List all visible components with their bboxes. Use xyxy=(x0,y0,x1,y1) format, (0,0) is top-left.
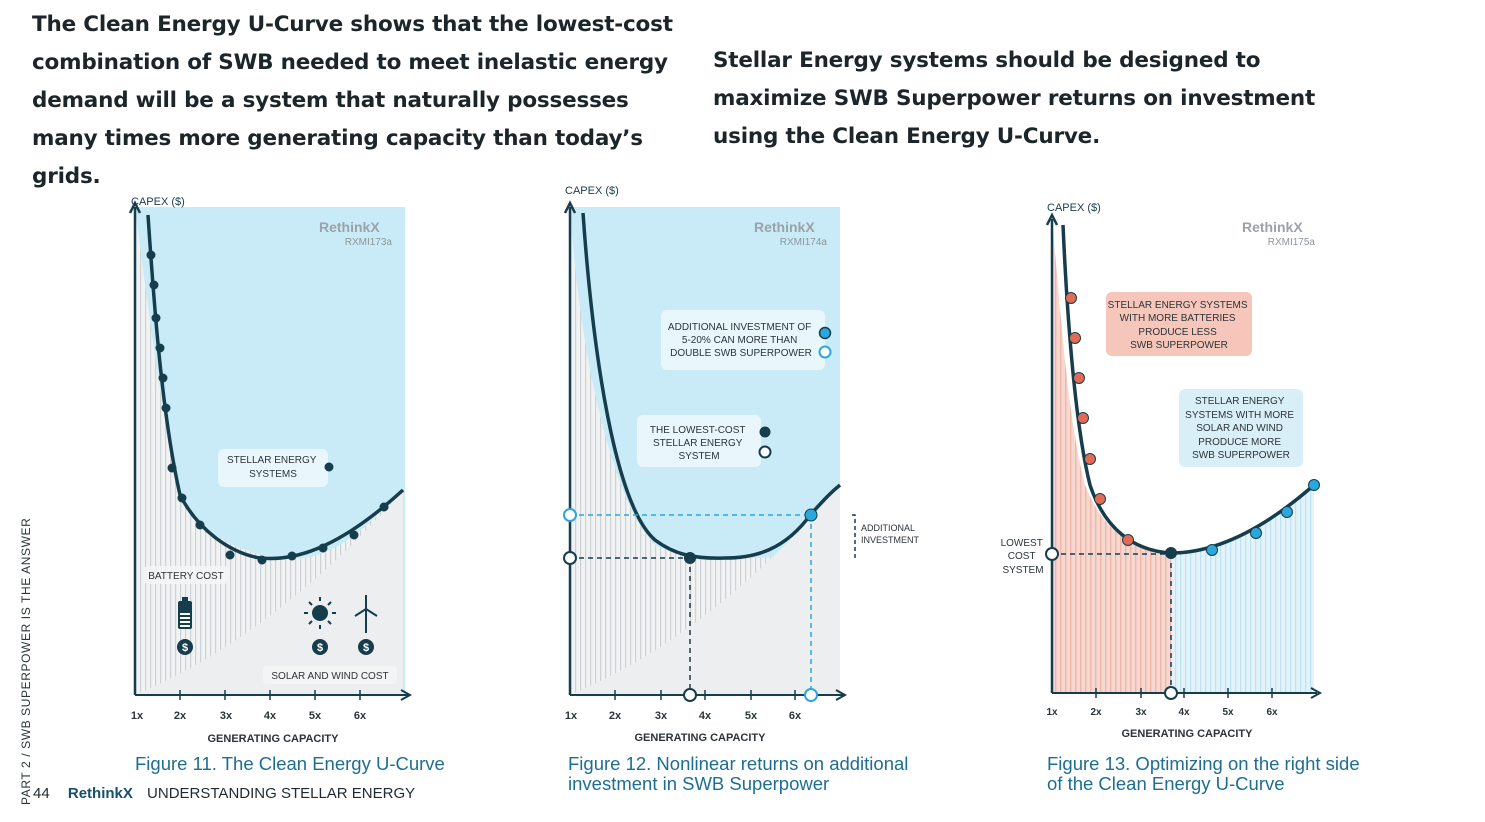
solar-side-area xyxy=(1171,485,1314,693)
figure-13-chart: CAPEX ($) RethinkX RXMI175a STELLAR ENER… xyxy=(1001,202,1323,740)
tick-label: 4x xyxy=(1178,707,1190,718)
tick-label: 4x xyxy=(264,710,277,722)
intro-paragraph-left: The Clean Energy U-Curve shows that the … xyxy=(32,12,673,189)
battery-points xyxy=(1065,292,1134,546)
tick-label: 3x xyxy=(1135,707,1147,718)
battery-icon xyxy=(178,597,192,629)
curve-points xyxy=(146,250,389,565)
bracket xyxy=(852,514,856,559)
x-axis-label: GENERATING CAPACITY xyxy=(1122,728,1254,740)
rethinkx-watermark: RethinkX xyxy=(319,219,380,235)
svg-text:$: $ xyxy=(363,642,369,654)
footer-section: UNDERSTANDING STELLAR ENERGY xyxy=(147,785,416,802)
tick-label: 6x xyxy=(1266,707,1278,718)
lowest-cost-system-label: LOWEST COST SYSTEM xyxy=(1001,538,1046,576)
footer: 44 RethinkX UNDERSTANDING STELLAR ENERGY xyxy=(33,785,415,802)
intro-paragraph-right: Stellar Energy systems should be designe… xyxy=(713,48,1316,149)
solar-points xyxy=(1206,479,1320,556)
y-axis-label: CAPEX ($) xyxy=(1047,202,1101,214)
tick-label: 6x xyxy=(789,710,802,722)
sun-icon xyxy=(304,597,336,629)
figure-11-caption: Figure 11. The Clean Energy U-Curve xyxy=(135,753,445,774)
lowest-cost-label: THE LOWEST-COST STELLAR ENERGY SYSTEM xyxy=(650,425,748,462)
chart-code: RXMI173a xyxy=(345,237,393,248)
tick-label: 3x xyxy=(655,710,668,722)
footer-brand: RethinkX xyxy=(67,785,133,802)
x-axis-ticks: 1x 2x 3x 4x 5x 6x xyxy=(1046,707,1278,718)
tick-label: 1x xyxy=(1046,707,1058,718)
stellar-label: STELLAR ENERGY SYSTEMS xyxy=(227,455,319,480)
y-axis-label: CAPEX ($) xyxy=(131,196,185,208)
solar-wind-cost-label: SOLAR AND WIND COST xyxy=(271,671,388,682)
battery-side-area xyxy=(1052,219,1171,693)
tick-label: 2x xyxy=(609,710,622,722)
tick-label: 5x xyxy=(1222,707,1234,718)
lowest-cost-point xyxy=(1165,547,1177,559)
rethinkx-watermark: RethinkX xyxy=(1242,219,1303,235)
figure-13-caption: Figure 13. Optimizing on the right side … xyxy=(1047,753,1360,794)
page-number: 44 xyxy=(33,785,50,802)
solar-wind-cost-area xyxy=(570,485,840,695)
more-batteries-label: STELLAR ENERGY SYSTEMS WITH MORE BATTERI… xyxy=(1108,300,1251,351)
x-axis-ticks: 1x 2x 3x 4x 5x 6x xyxy=(565,710,802,722)
tick-label: 1x xyxy=(131,710,144,722)
x-axis-label: GENERATING CAPACITY xyxy=(635,732,767,744)
figure-11-chart: CAPEX ($) RethinkX RXMI173a STELLAR ENER… xyxy=(128,196,413,745)
tick-label: 2x xyxy=(1090,707,1102,718)
more-superpower-point xyxy=(804,508,818,522)
x-axis-ticks: 1x 2x 3x 4x 5x 6x xyxy=(131,710,367,722)
svg-text:$: $ xyxy=(182,642,188,654)
additional-investment-label: ADDITIONAL INVESTMENT OF 5-20% CAN MORE … xyxy=(668,322,814,359)
y-axis-label: CAPEX ($) xyxy=(565,185,619,197)
battery-cost-label: BATTERY COST xyxy=(148,571,224,582)
chart-code: RXMI175a xyxy=(1268,237,1316,248)
tick-label: 3x xyxy=(220,710,233,722)
tick-label: 5x xyxy=(745,710,758,722)
sidebar-text: PART 2 / SWB SUPERPOWER IS THE ANSWER xyxy=(19,517,33,805)
svg-text:$: $ xyxy=(317,642,323,654)
additional-investment-bracket-label: ADDITIONAL INVESTMENT xyxy=(861,523,920,545)
tick-label: 1x xyxy=(565,710,578,722)
tick-label: 6x xyxy=(354,710,367,722)
figure-12-chart: CAPEX ($) RethinkX RXMI174a ADDITIONAL I… xyxy=(563,185,920,744)
tick-label: 5x xyxy=(309,710,322,722)
rethinkx-watermark: RethinkX xyxy=(754,219,815,235)
dollar-icon: $ $ $ xyxy=(177,639,374,655)
tick-label: 4x xyxy=(699,710,712,722)
stellar-marker xyxy=(324,462,334,472)
chart-code: RXMI174a xyxy=(780,237,828,248)
tick-label: 2x xyxy=(174,710,187,722)
wind-turbine-icon xyxy=(354,595,378,633)
lowest-cost-point xyxy=(684,552,696,564)
figure-12-caption: Figure 12. Nonlinear returns on addition… xyxy=(568,753,909,794)
solar-wind-cost-area xyxy=(135,490,403,695)
more-solar-label: STELLAR ENERGY SYSTEMS WITH MORE SOLAR A… xyxy=(1185,396,1297,461)
x-axis-label: GENERATING CAPACITY xyxy=(208,733,340,745)
